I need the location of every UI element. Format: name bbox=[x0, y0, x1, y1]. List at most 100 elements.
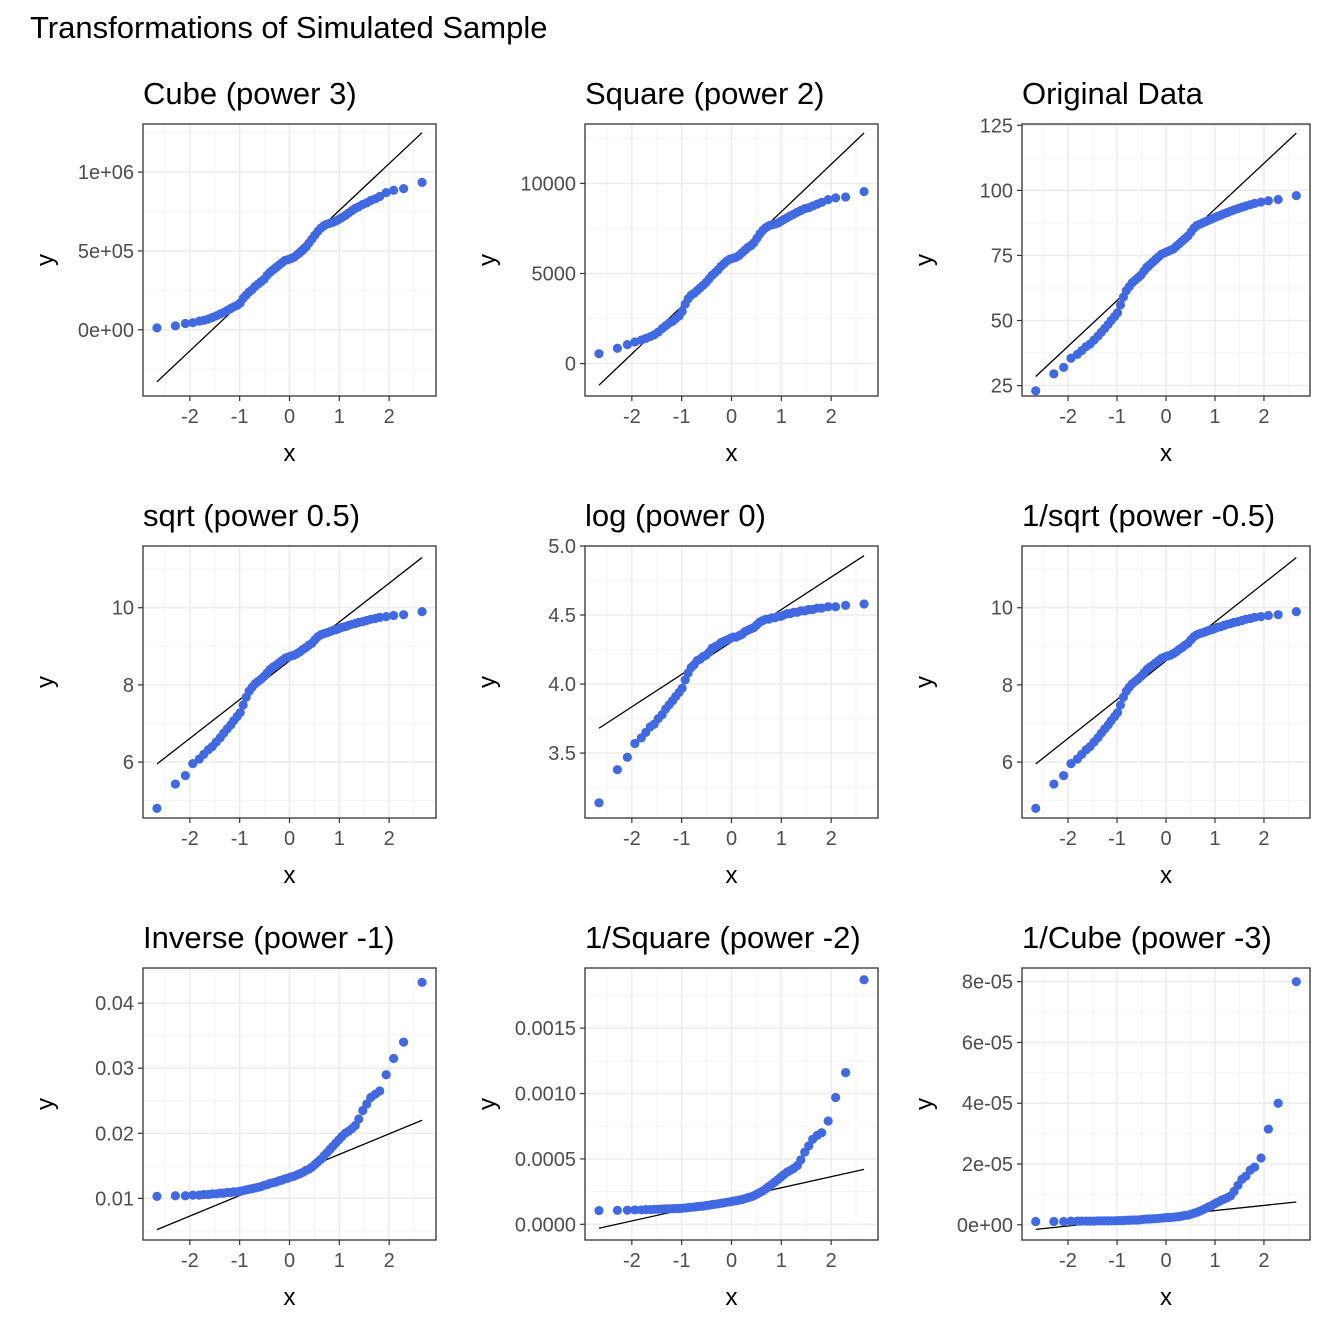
x-tick-label: -2 bbox=[1059, 828, 1077, 850]
data-point bbox=[859, 599, 869, 609]
x-axis-title: x bbox=[726, 1284, 738, 1311]
x-tick-label: -1 bbox=[673, 828, 691, 850]
panel-title: 1/Square (power -2) bbox=[585, 920, 861, 955]
x-tick-label: 2 bbox=[826, 1250, 837, 1272]
data-point bbox=[180, 1191, 190, 1201]
y-tick-label: 8 bbox=[1002, 675, 1013, 697]
x-tick-label: -1 bbox=[673, 1250, 691, 1272]
x-tick-label: -2 bbox=[623, 828, 641, 850]
y-axis-title: y bbox=[32, 676, 59, 688]
x-tick-label: -2 bbox=[181, 828, 199, 850]
x-tick-label: 0 bbox=[726, 1250, 737, 1272]
data-point bbox=[1256, 197, 1266, 207]
y-tick-label: 125 bbox=[980, 115, 1013, 137]
x-tick-label: 2 bbox=[826, 406, 837, 428]
data-point bbox=[389, 610, 399, 621]
data-point bbox=[188, 759, 198, 769]
y-tick-label: 2e-05 bbox=[962, 1154, 1013, 1176]
y-tick-label: 0.0005 bbox=[515, 1149, 576, 1171]
y-tick-label: 0.04 bbox=[95, 993, 134, 1015]
data-point bbox=[389, 185, 399, 195]
x-axis-title: x bbox=[284, 1284, 296, 1311]
y-tick-label: 5000 bbox=[532, 264, 577, 286]
data-point bbox=[1273, 194, 1283, 205]
x-tick-label: 2 bbox=[1258, 1250, 1269, 1272]
data-point bbox=[381, 187, 391, 198]
panel-title: Inverse (power -1) bbox=[143, 920, 395, 955]
data-point bbox=[1066, 1216, 1076, 1226]
data-point bbox=[1115, 300, 1126, 310]
data-point bbox=[180, 318, 190, 329]
data-point bbox=[1112, 308, 1123, 318]
data-point bbox=[594, 798, 604, 808]
data-point bbox=[1066, 759, 1076, 769]
panel-title: 1/sqrt (power -0.5) bbox=[1022, 498, 1275, 533]
y-tick-label: 5.0 bbox=[548, 536, 576, 558]
y-tick-label: 6 bbox=[1002, 752, 1013, 774]
x-tick-label: 1 bbox=[1209, 828, 1220, 850]
data-point bbox=[1291, 606, 1301, 617]
chart-panel-2: Square (power 2) -2 -1 0 1 2 0 5000 10000 x y bbox=[474, 76, 879, 467]
y-axis-title: y bbox=[474, 676, 501, 688]
data-point bbox=[152, 803, 162, 813]
data-point bbox=[630, 1205, 640, 1215]
chart-panel-5: log (power 0) -2 -1 0 1 2 3.5 4.0 4.5 5.0 x y bbox=[474, 498, 879, 889]
panel-title: sqrt (power 0.5) bbox=[143, 498, 360, 533]
data-point bbox=[1059, 770, 1069, 781]
x-axis-title: x bbox=[1160, 440, 1172, 467]
data-point bbox=[1256, 1153, 1266, 1163]
data-point bbox=[235, 708, 245, 718]
data-point bbox=[1112, 708, 1123, 718]
y-tick-label: 4.0 bbox=[548, 674, 576, 696]
x-tick-label: -2 bbox=[1059, 406, 1077, 428]
chart-panel-1: Cube (power 3) -2 -1 0 1 2 0e+00 5e+05 1e+06 x y bbox=[32, 76, 437, 467]
y-tick-label: 0.0000 bbox=[515, 1214, 576, 1236]
panel-title: Square (power 2) bbox=[585, 76, 825, 111]
x-tick-label: -1 bbox=[231, 1250, 249, 1272]
data-point bbox=[1059, 1216, 1069, 1227]
y-tick-label: 4.5 bbox=[548, 605, 576, 627]
data-point bbox=[170, 1191, 180, 1201]
data-point bbox=[1256, 612, 1266, 622]
data-point bbox=[1059, 362, 1069, 372]
x-tick-label: 0 bbox=[726, 406, 737, 428]
data-point bbox=[841, 1068, 851, 1078]
y-tick-label: 8 bbox=[123, 675, 134, 697]
x-tick-label: 2 bbox=[826, 828, 837, 850]
x-tick-label: 2 bbox=[384, 828, 395, 850]
x-tick-label: 2 bbox=[1258, 828, 1269, 850]
data-point bbox=[677, 306, 687, 316]
data-point bbox=[1250, 1162, 1260, 1172]
data-point bbox=[1291, 190, 1301, 201]
data-point bbox=[823, 602, 833, 612]
data-point bbox=[630, 738, 640, 749]
y-axis-title: y bbox=[474, 254, 501, 266]
data-point bbox=[612, 1205, 622, 1215]
y-tick-label: 6e-05 bbox=[962, 1032, 1013, 1054]
data-point bbox=[612, 765, 622, 775]
x-tick-label: 0 bbox=[1160, 406, 1171, 428]
data-point bbox=[831, 193, 841, 203]
data-point bbox=[859, 975, 869, 985]
data-point bbox=[1273, 610, 1283, 620]
y-axis-title: y bbox=[911, 254, 938, 266]
chart-panel-3: Original Data -2 -1 0 1 2 25 50 75 100 125 x y bbox=[911, 76, 1311, 467]
y-tick-label: 75 bbox=[991, 245, 1013, 267]
data-point bbox=[188, 1190, 198, 1200]
x-tick-label: -1 bbox=[231, 406, 249, 428]
data-point bbox=[841, 192, 851, 202]
chart-panel-4: sqrt (power 0.5) -2 -1 0 1 2 6 8 10 x y bbox=[32, 498, 437, 889]
data-point bbox=[1263, 196, 1273, 206]
data-point bbox=[238, 700, 248, 710]
panel-title: 1/Cube (power -3) bbox=[1022, 920, 1272, 955]
x-axis-title: x bbox=[284, 440, 296, 467]
x-tick-label: 2 bbox=[384, 406, 395, 428]
data-point bbox=[399, 1037, 409, 1047]
data-point bbox=[1049, 1216, 1059, 1227]
x-tick-label: 0 bbox=[1160, 828, 1171, 850]
y-tick-label: 0.0015 bbox=[515, 1018, 576, 1040]
data-point bbox=[381, 612, 391, 622]
y-tick-label: 25 bbox=[991, 376, 1013, 398]
chart-panel-6: 1/sqrt (power -0.5) -2 -1 0 1 2 6 8 10 x y bbox=[911, 498, 1311, 889]
y-tick-label: 0e+00 bbox=[78, 320, 134, 342]
